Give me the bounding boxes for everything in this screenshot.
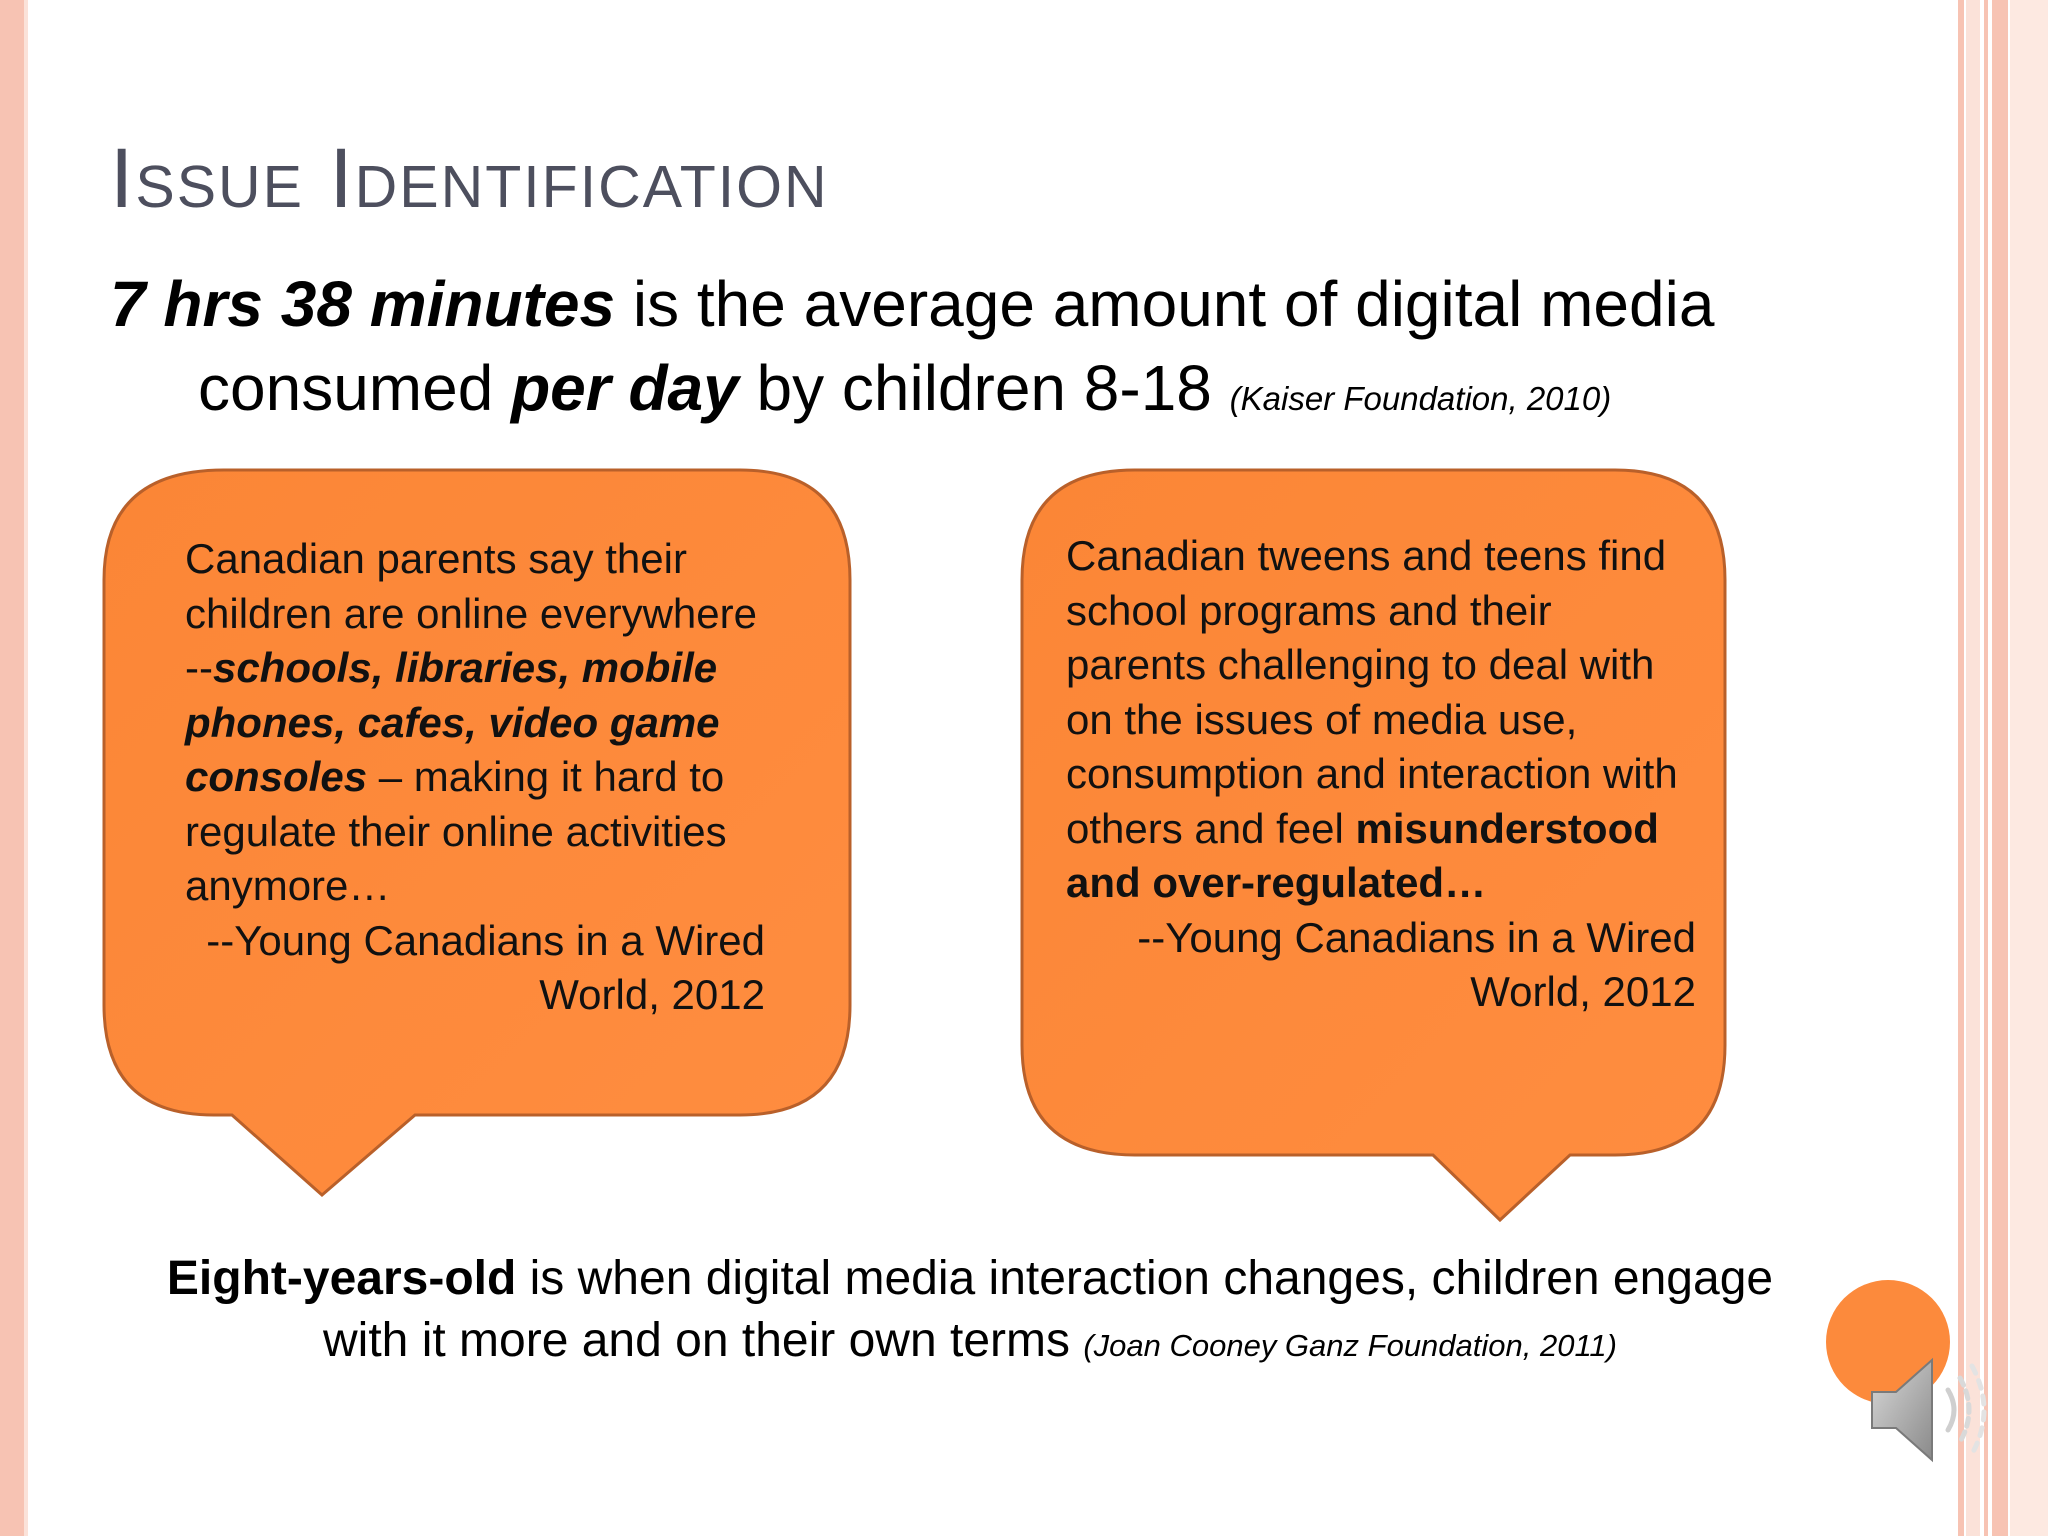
right-bubble-intro: Canadian tweens and teens find school pr… bbox=[1066, 532, 1678, 852]
left-bubble-rest: – making it hard to regulate their onlin… bbox=[185, 753, 727, 909]
left-bubble-intro: Canadian parents say their children are … bbox=[185, 535, 757, 691]
headline-citation: (Kaiser Foundation, 2010) bbox=[1229, 380, 1612, 417]
speaker-icon[interactable] bbox=[1860, 1340, 2000, 1480]
right-border-stripe bbox=[1966, 0, 1980, 1536]
headline-text: is the average amount of digital media bbox=[615, 268, 1715, 340]
left-border-stripe bbox=[0, 0, 24, 1536]
left-border-thin-stripe bbox=[24, 0, 28, 1536]
left-bubble-text: Canadian parents say their children are … bbox=[185, 532, 765, 1023]
right-bubble-text: Canadian tweens and teens find school pr… bbox=[1066, 529, 1696, 1020]
right-border-stripe bbox=[2010, 0, 2048, 1536]
left-bubble-attribution: --Young Canadians in a Wired World, 2012 bbox=[206, 916, 765, 1019]
right-border-stripe bbox=[1984, 0, 1988, 1536]
right-border-stripe bbox=[1958, 0, 1964, 1536]
right-bubble-emphasis: misunderstood and over-regulated… bbox=[1066, 804, 1659, 907]
left-bubble-emphasis: schools, libraries, mobile phones, cafes… bbox=[185, 644, 720, 800]
right-bubble-attribution: --Young Canadians in a Wired World, 2012 bbox=[1137, 913, 1696, 1016]
headline-line-2: consumed per day by children 8-18 (Kaise… bbox=[110, 346, 1910, 441]
left-speech-bubble bbox=[102, 468, 852, 1197]
headline-text: consumed bbox=[198, 352, 512, 424]
bottom-text: is when digital media interaction change… bbox=[323, 1252, 1774, 1367]
bottom-statement: Eight-years-old is when digital media in… bbox=[120, 1248, 1820, 1377]
bottom-bold: Eight-years-old bbox=[166, 1252, 517, 1305]
headline-per-day: per day bbox=[511, 352, 739, 424]
headline: 7 hrs 38 minutes is the average amount o… bbox=[110, 262, 1910, 441]
headline-stat: 7 hrs 38 minutes bbox=[110, 268, 616, 340]
right-speech-bubble-outline bbox=[1020, 468, 1727, 1223]
right-border-stripe bbox=[1992, 0, 2008, 1536]
bottom-citation: (Joan Cooney Ganz Foundation, 2011) bbox=[1083, 1328, 1617, 1363]
slide-title: Issue Identification bbox=[110, 131, 829, 225]
headline-text: by children 8-18 bbox=[738, 352, 1230, 424]
